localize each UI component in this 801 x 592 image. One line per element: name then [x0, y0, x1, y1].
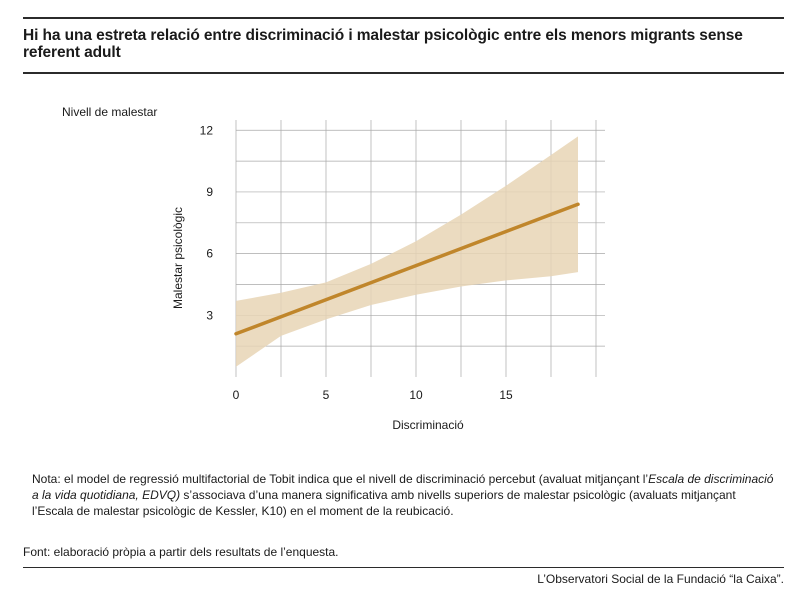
series-lines [234, 202, 580, 336]
top-rule [23, 17, 784, 19]
y-tick-label: 9 [206, 185, 213, 199]
x-tick-labels: 0 5 10 15 [233, 388, 513, 402]
y-axis-label: Malestar psicològic [171, 207, 185, 309]
note: Nota: el model de regressió multifactori… [32, 471, 780, 519]
note-text-2: s’associava d’una manera significativa a… [32, 488, 736, 518]
footer-credit: L’Observatori Social de la Fundació “la … [537, 572, 784, 586]
bottom-rule [23, 567, 784, 568]
note-text-italic: Escala de discriminació a la vida quotid… [32, 472, 774, 502]
chart-title: Hi ha una estreta relació entre discrimi… [23, 27, 743, 61]
source-note: Font: elaboració pròpia a partir dels re… [23, 545, 339, 559]
x-tick-label: 5 [323, 388, 330, 402]
x-axis-label: Discriminació [392, 418, 464, 432]
chart: 0 5 10 15 3 6 9 12 Nivell de malestar Malestar… [62, 105, 605, 432]
y-tick-label: 6 [206, 247, 213, 261]
top-label: Nivell de malestar [62, 105, 157, 119]
regression-line [234, 202, 580, 336]
y-tick-labels: 3 6 9 12 [200, 123, 214, 322]
x-tick-label: 0 [233, 388, 240, 402]
x-tick-label: 10 [409, 388, 423, 402]
confidence-band [236, 136, 578, 367]
x-tick-label: 15 [499, 388, 513, 402]
title-rule [23, 72, 784, 74]
y-tick-label: 3 [206, 308, 213, 322]
y-tick-label: 12 [200, 123, 214, 137]
note-text-1: Nota: el model de regressió multifactori… [32, 472, 649, 486]
